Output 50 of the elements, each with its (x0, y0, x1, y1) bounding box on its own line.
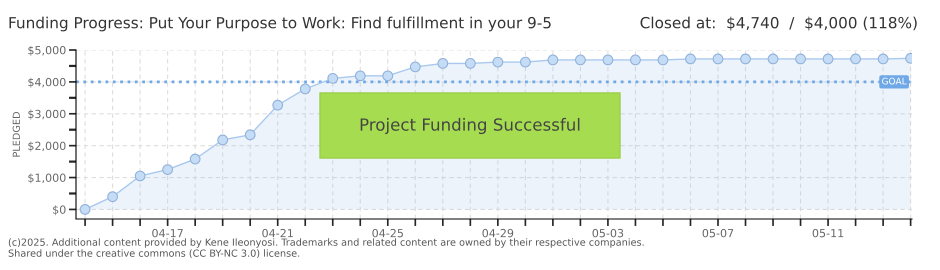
text: (c)2025. Additional content provided by Kene Ileonyosi. Trademarks and related content are owned by their respective companies. (8, 238, 644, 248)
point (602, 54, 614, 66)
y-axis-title: PLEDGED (12, 112, 20, 157)
point (382, 70, 394, 82)
point (80, 204, 90, 215)
point (685, 54, 696, 64)
point (548, 54, 558, 66)
point (520, 56, 531, 68)
point (244, 129, 256, 140)
point (162, 164, 174, 175)
chart-subtitle: Closed at: $4,740 / $4,000 (118%) (640, 16, 917, 30)
point (878, 54, 888, 64)
x-tick-label: 04-17 (152, 228, 183, 238)
point (822, 54, 834, 64)
x-tick-label: 04-21 (262, 228, 293, 238)
point (134, 170, 146, 182)
y-tick-label: $3,000 (28, 110, 66, 120)
point (217, 134, 228, 146)
point (795, 54, 806, 64)
point (437, 58, 448, 69)
y-tick-label: $5,000 (28, 46, 66, 56)
point (464, 58, 476, 69)
point (658, 54, 668, 66)
y-tick-label: $1,000 (28, 173, 66, 184)
x-tick-label: 05-03 (592, 228, 624, 238)
point (327, 73, 338, 84)
point (740, 54, 751, 64)
point (354, 70, 366, 82)
chart-title: Funding Progress: Put Your Purpose to Work: Find fulfillment in your 9-5 (10, 16, 551, 32)
point (107, 191, 118, 202)
y-tick-label: $2,000 (28, 141, 66, 152)
point (575, 54, 586, 66)
point (630, 54, 641, 66)
x-tick-label: 05-11 (812, 228, 844, 238)
text: Shared under the creative commons (CC BY-NC 3.0) license. (8, 249, 300, 258)
point (768, 54, 778, 64)
point (492, 56, 504, 68)
y-tick-label: $0 (53, 205, 66, 216)
point (190, 154, 201, 164)
y-tick-label: $4,000 (28, 78, 66, 88)
annotation: Project Funding Successful (360, 118, 580, 134)
x-tick-label: 04-25 (372, 228, 403, 238)
point (712, 54, 724, 64)
point (272, 100, 284, 111)
x-tick-label: 05-07 (702, 228, 734, 238)
point (850, 54, 861, 64)
point (410, 62, 421, 72)
x-tick-label: 04-29 (482, 228, 514, 238)
ref-line-label: GOAL (882, 78, 907, 85)
point (300, 84, 311, 94)
